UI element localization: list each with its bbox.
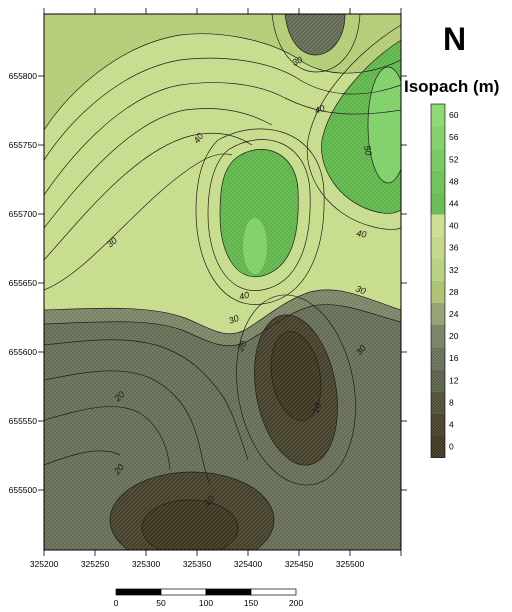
scale-label: 150: [244, 598, 258, 608]
legend-label: 12: [449, 375, 459, 385]
contour-labels: 30 40 50 40 30 40 30 40 30 20 20 30 10 1…: [105, 55, 374, 508]
x-tick-label: 325250: [81, 559, 110, 569]
north-arrow-label: N: [443, 21, 466, 57]
legend-swatch-hatch: [431, 369, 445, 392]
contour-label: 30: [291, 55, 304, 68]
legend-label: 36: [449, 243, 459, 253]
y-tick-label: 655800: [9, 71, 38, 81]
x-tick-label: 325400: [234, 559, 263, 569]
contour-label: 40: [191, 131, 205, 145]
legend-label: 20: [449, 331, 459, 341]
legend-label: 24: [449, 309, 459, 319]
legend-label: 0: [449, 442, 454, 452]
legend-label: 40: [449, 221, 459, 231]
legend-label: 52: [449, 154, 459, 164]
contour-label: 30: [354, 343, 368, 357]
contour-label: 10: [310, 402, 323, 415]
scale-label: 0: [114, 598, 119, 608]
legend-title: Isopach (m): [404, 77, 499, 96]
contour-label: 40: [313, 103, 326, 116]
legend-swatch-hatch: [431, 258, 445, 281]
x-tick-label: 325300: [132, 559, 161, 569]
scale-label: 100: [199, 598, 213, 608]
legend: Isopach (m) 6056524844403632282420161284…: [404, 77, 499, 458]
legend-swatch-hatch: [431, 280, 445, 303]
y-axis-tick-labels: 655800 655750 655700 655650 655600 65555…: [9, 71, 38, 495]
legend-swatch-hatch: [431, 435, 445, 458]
contour-label: 30: [354, 283, 367, 296]
legend-label: 56: [449, 132, 459, 142]
x-tick-label: 325200: [30, 559, 59, 569]
contour-lines: [44, 14, 401, 550]
scale-label: 50: [156, 598, 166, 608]
x-tick-label: 325350: [183, 559, 212, 569]
legend-label: 28: [449, 287, 459, 297]
legend-swatch-hatch: [431, 104, 445, 127]
legend-swatch-hatch: [431, 413, 445, 436]
legend-swatches: [430, 103, 446, 458]
tick-marks: [38, 8, 407, 556]
contour-label: 30: [227, 313, 240, 326]
legend-label: 44: [449, 199, 459, 209]
scale-bar: 0 50 100 150 200: [114, 588, 303, 608]
hatch-overlay: [44, 14, 401, 550]
contour-label: 30: [105, 235, 119, 249]
legend-label: 16: [449, 353, 459, 363]
contour-label: 10: [202, 493, 216, 507]
legend-swatch-hatch: [431, 192, 445, 215]
legend-swatch-hatch: [431, 148, 445, 171]
contour-label: 40: [356, 228, 368, 240]
x-tick-label: 325500: [336, 559, 365, 569]
legend-swatch-hatch: [431, 391, 445, 414]
legend-swatch-hatch: [431, 170, 445, 193]
legend-label: 4: [449, 420, 454, 430]
y-tick-label: 655650: [9, 278, 38, 288]
contour-label: 40: [238, 290, 250, 302]
legend-swatch-hatch: [431, 214, 445, 237]
y-tick-label: 655500: [9, 485, 38, 495]
y-tick-label: 655750: [9, 140, 38, 150]
map-area: 30 40 50 40 30 40 30 40 30 20 20 30 10 1…: [44, 14, 401, 550]
legend-swatch-hatch: [431, 126, 445, 149]
contour-label: 50: [362, 145, 374, 157]
scale-label: 200: [289, 598, 303, 608]
y-tick-label: 655550: [9, 416, 38, 426]
legend-swatch-hatch: [431, 325, 445, 348]
x-axis-tick-labels: 325200 325250 325300 325350 325400 32545…: [30, 559, 365, 569]
legend-swatch-hatch: [431, 347, 445, 370]
legend-swatch-hatch: [431, 302, 445, 325]
legend-frame: [430, 103, 446, 458]
legend-label: 8: [449, 397, 454, 407]
map-frame: [43, 13, 402, 551]
y-tick-label: 655700: [9, 209, 38, 219]
scale-segment: [115, 588, 162, 596]
y-tick-label: 655600: [9, 347, 38, 357]
legend-swatch-hatch: [431, 236, 445, 259]
scale-segment: [250, 588, 297, 596]
scale-segment: [160, 588, 207, 596]
legend-label: 60: [449, 110, 459, 120]
legend-label: 48: [449, 176, 459, 186]
scale-segment: [205, 588, 252, 596]
x-tick-label: 325450: [285, 559, 314, 569]
contour-label: 20: [235, 339, 249, 354]
legend-label: 32: [449, 265, 459, 275]
